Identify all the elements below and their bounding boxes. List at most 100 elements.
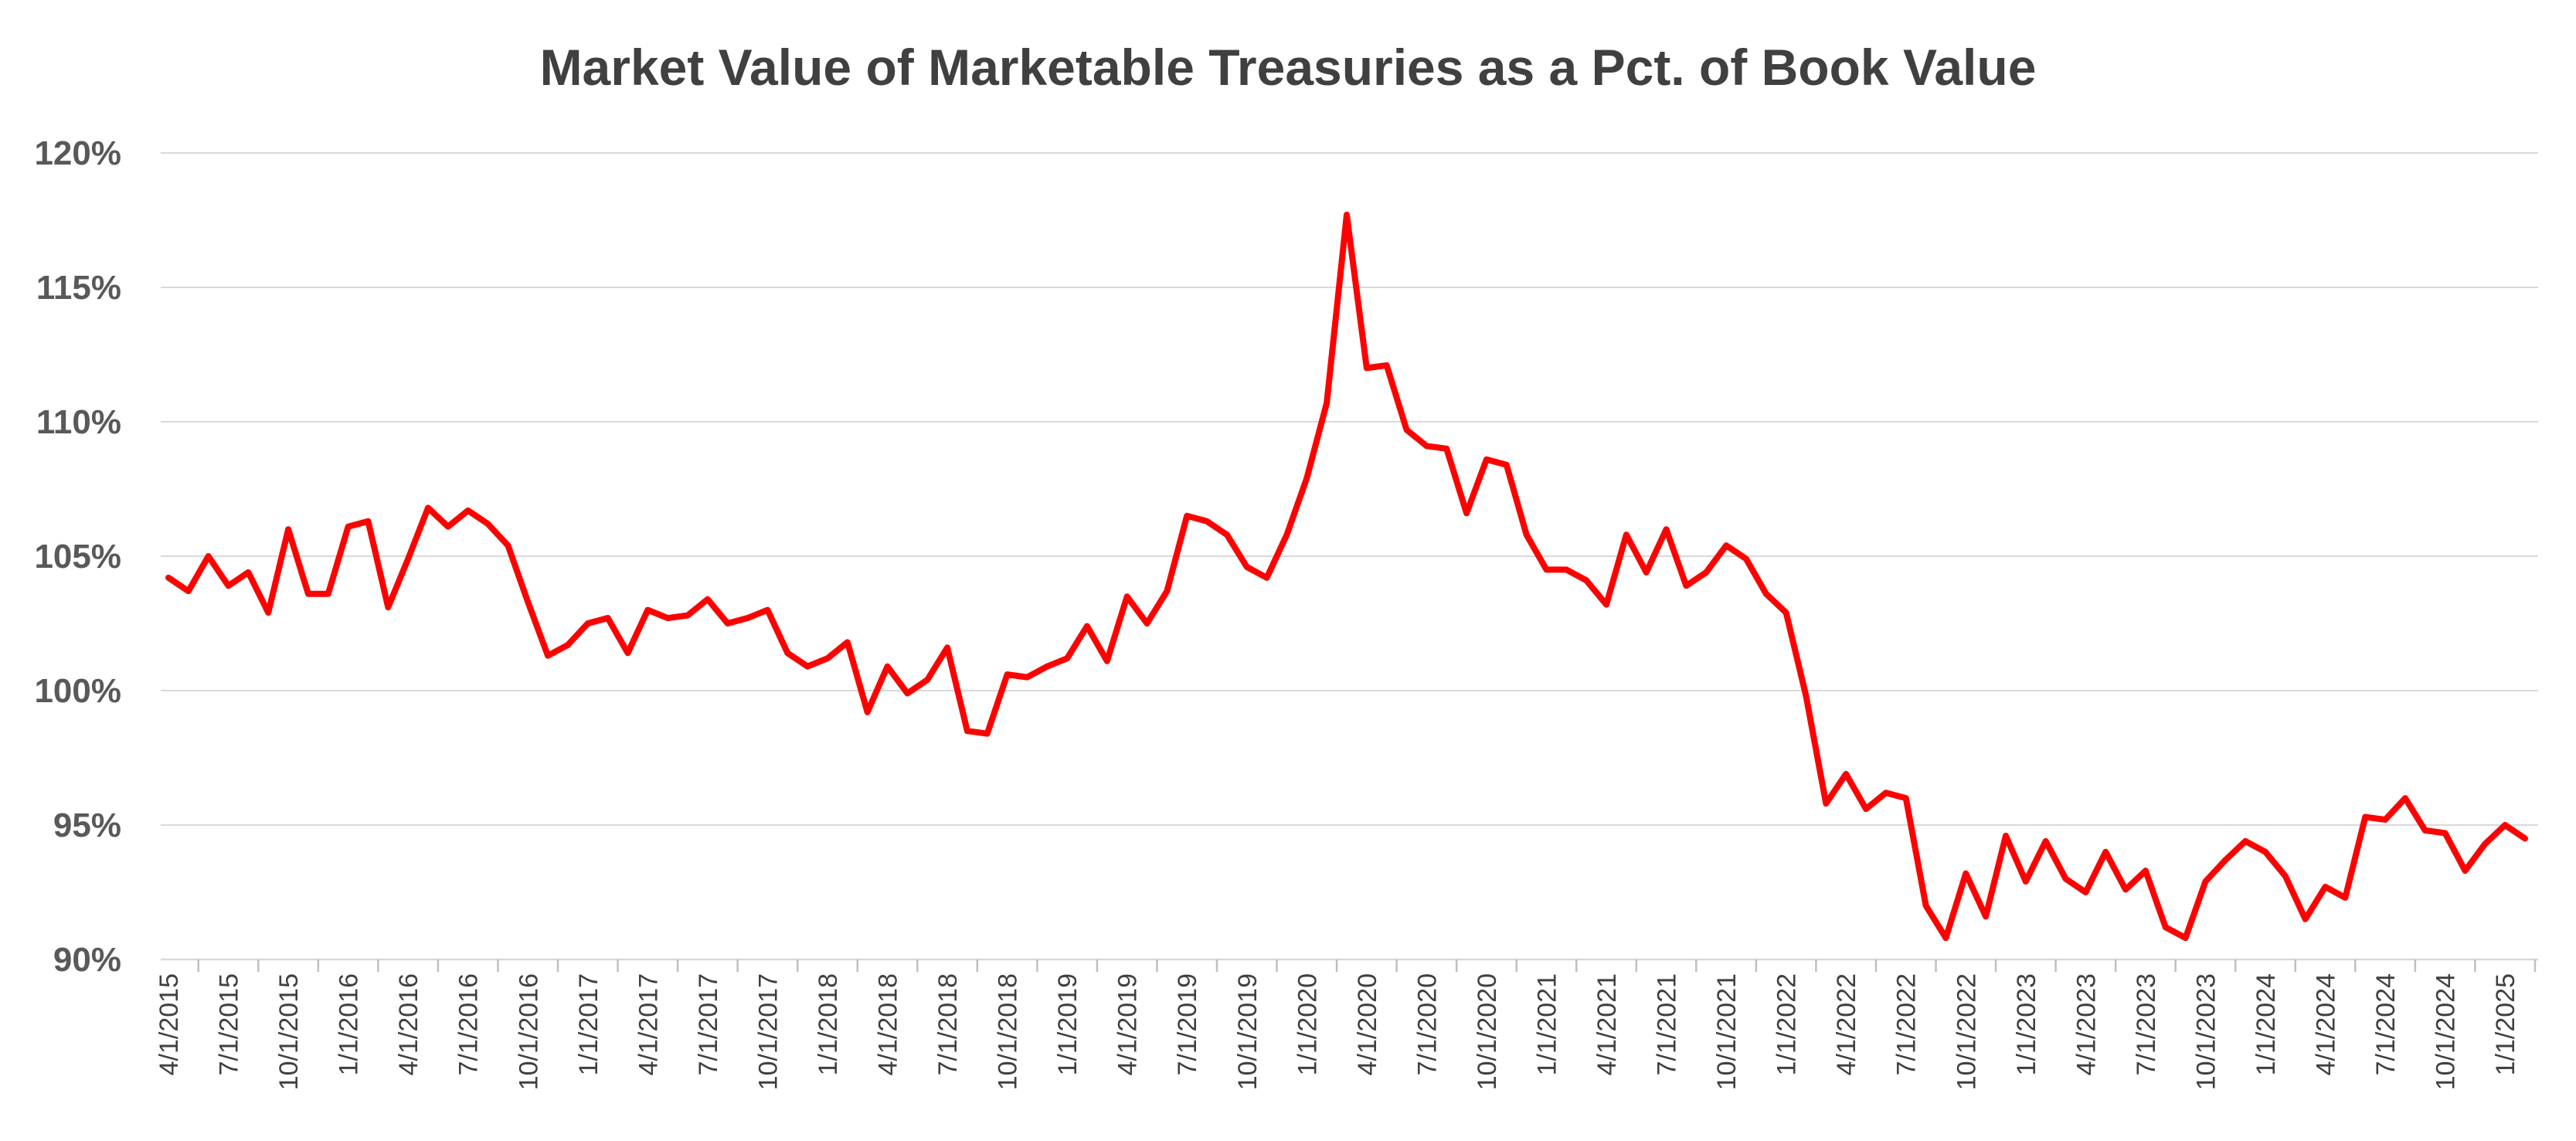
data-point [685,613,691,619]
data-point [206,553,212,559]
data-point [1723,542,1729,548]
x-tick-label: 4/1/2023 [2071,973,2101,1075]
data-point [1303,475,1310,481]
data-point [2302,916,2309,922]
data-point [165,575,172,581]
data-point [804,664,811,670]
gridlines [161,152,2538,826]
data-point [226,582,232,589]
data-point [1164,588,1170,594]
data-point [1823,800,1829,807]
data-point [1244,564,1250,570]
data-point [2043,838,2049,844]
data-point [1803,693,1809,699]
data-point [2183,935,2189,941]
data-point [885,664,891,670]
data-point [1983,913,1989,919]
data-point [2262,849,2268,855]
data-point [764,607,770,613]
x-tick-label: 7/1/2020 [1412,973,1442,1075]
x-tick-label: 10/1/2020 [1473,973,1502,1090]
data-point [784,650,790,656]
x-tick-label: 7/1/2022 [1892,973,1922,1075]
data-point [2222,857,2228,863]
data-point [984,731,991,737]
data-point [2242,838,2248,844]
data-point [1623,531,1630,538]
x-tick-label: 1/1/2022 [1772,973,1802,1075]
x-tick-label: 7/1/2016 [454,973,484,1075]
data-point [585,620,591,627]
x-tick-label: 4/1/2021 [1592,973,1622,1075]
x-tick-label: 4/1/2016 [394,973,423,1075]
data-point [1404,426,1410,433]
x-tick-label: 1/1/2016 [335,973,364,1075]
data-point [1324,400,1330,406]
data-point [2063,876,2069,882]
x-tick-label: 10/1/2018 [994,973,1023,1090]
series-line [165,212,2528,942]
data-point [445,524,451,530]
data-point [1923,902,1929,908]
data-point [904,690,910,696]
data-point [1942,935,1949,941]
data-point [1583,577,1589,583]
data-point [2382,817,2388,823]
data-point [565,642,571,648]
data-point [1504,462,1510,468]
y-tick-label: 120% [34,134,121,172]
data-point [1743,555,1749,562]
data-point [664,615,671,621]
data-point [1863,806,1869,812]
data-point [605,615,611,621]
x-tick-label: 7/1/2019 [1173,973,1202,1075]
x-tick-label: 7/1/2015 [215,973,244,1075]
x-axis [161,958,2538,972]
data-point [1064,655,1070,661]
x-tick-label: 10/1/2024 [2432,973,2461,1090]
data-point [1024,674,1030,681]
data-point [2082,889,2088,895]
data-point [2023,878,2029,885]
data-point [1364,365,1370,371]
x-tick-label: 4/1/2022 [1832,973,1861,1075]
data-point [1524,531,1530,538]
x-tick-label: 1/1/2020 [1293,973,1322,1075]
x-tick-label: 1/1/2017 [574,973,603,1075]
data-point [1783,610,1789,616]
data-point [245,569,251,576]
data-point [1144,620,1150,627]
data-point [944,644,950,650]
data-point [1104,658,1110,664]
data-point [705,596,711,603]
data-point [505,542,511,548]
data-point [865,709,871,715]
data-point [2482,840,2488,847]
y-tick-label: 90% [53,941,121,979]
data-point [1084,623,1090,629]
data-point [1483,457,1490,463]
data-point [1563,566,1569,572]
data-point [545,653,551,659]
data-point [265,610,271,616]
data-point [1283,531,1290,538]
x-tick-label: 7/1/2023 [2132,973,2161,1075]
data-point [1703,569,1709,576]
data-point [2282,873,2289,879]
data-point [2323,884,2329,890]
data-point [2442,830,2449,836]
x-tick-label: 4/1/2024 [2312,973,2341,1075]
data-point [1344,212,1350,218]
data-point [2462,868,2468,874]
data-point [1543,566,1549,572]
data-point [385,604,391,610]
data-point [1184,513,1190,519]
data-point [285,526,291,532]
data-point [824,655,831,661]
data-point [1643,569,1650,576]
x-tick-label: 1/1/2018 [814,973,843,1075]
data-point [1264,575,1270,581]
y-tick-label: 95% [53,807,121,844]
data-point [1124,593,1130,599]
